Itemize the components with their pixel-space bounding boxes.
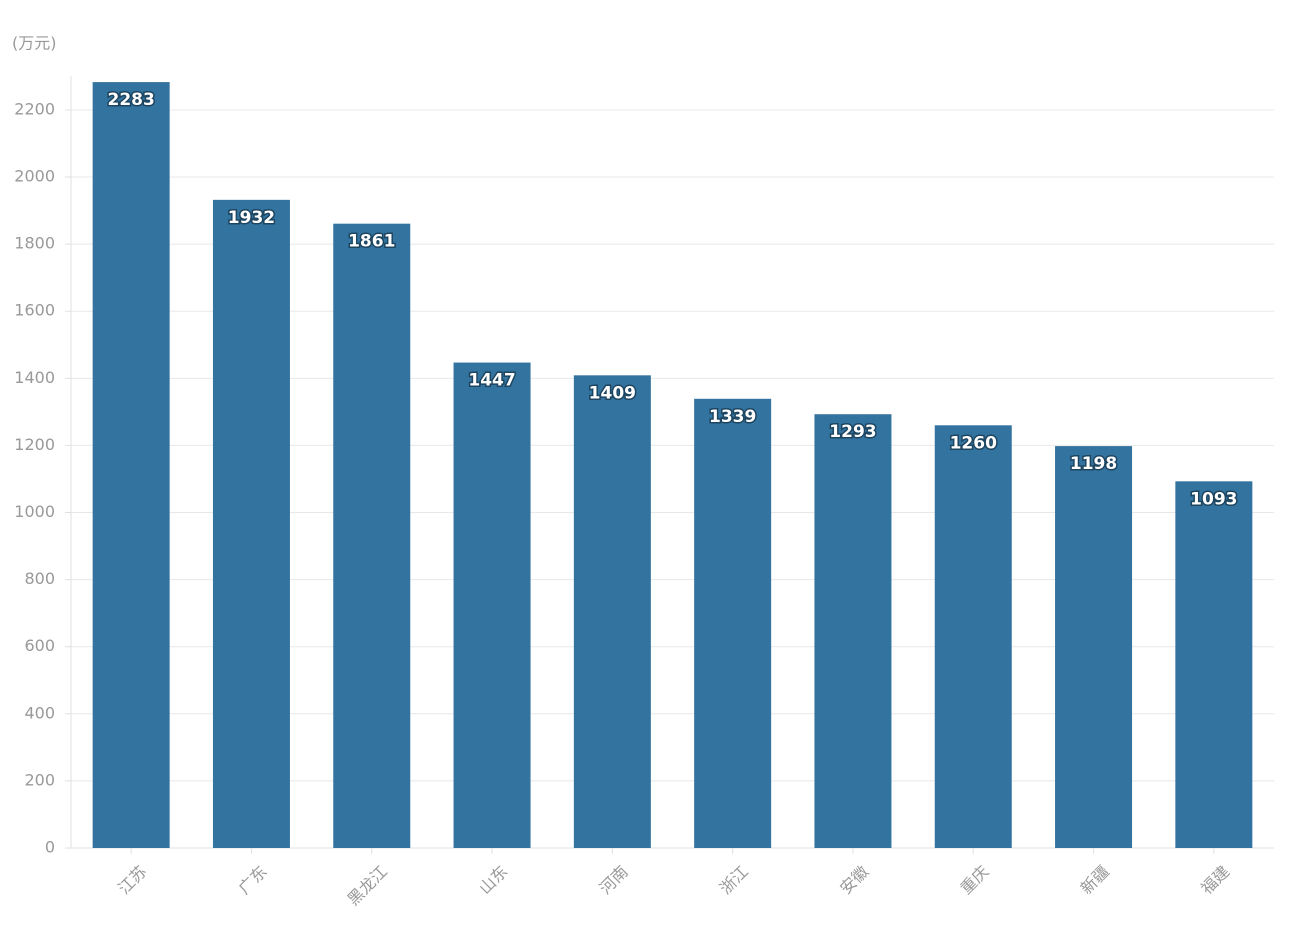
y-tick-label: 400 <box>24 703 55 722</box>
y-axis-label: (万元) <box>12 34 57 53</box>
x-tick-label: 广东 <box>235 862 271 898</box>
y-tick-label: 1200 <box>14 435 55 454</box>
value-label: 1447 <box>468 371 515 391</box>
y-tick-label: 1800 <box>14 234 55 253</box>
x-tick-label: 山东 <box>475 862 511 898</box>
bar <box>814 414 892 848</box>
value-label: 1260 <box>950 433 997 453</box>
x-tick-label: 重庆 <box>956 862 992 898</box>
y-tick-label: 2000 <box>14 167 55 186</box>
x-tick-label: 新疆 <box>1077 862 1113 898</box>
x-tick-label: 安徽 <box>836 862 872 898</box>
bar <box>934 425 1012 848</box>
value-label: 1093 <box>1190 489 1237 509</box>
value-label: 1861 <box>348 232 395 252</box>
y-tick-label: 1000 <box>14 502 55 521</box>
bar <box>1055 446 1133 848</box>
bar <box>1175 481 1253 848</box>
value-label: 1339 <box>709 407 756 427</box>
bar <box>694 398 772 848</box>
bar <box>92 82 170 848</box>
y-tick-label: 0 <box>45 838 55 857</box>
value-label: 1293 <box>829 422 876 442</box>
value-label: 2283 <box>107 90 154 110</box>
value-label: 1198 <box>1070 454 1117 474</box>
y-tick-label: 200 <box>24 770 55 789</box>
x-tick-label: 江苏 <box>114 862 150 898</box>
value-label: 1932 <box>228 208 275 228</box>
y-tick-label: 800 <box>24 569 55 588</box>
bar <box>573 375 651 848</box>
y-tick-label: 2200 <box>14 99 55 118</box>
x-tick-label: 浙江 <box>716 862 752 898</box>
bar <box>212 199 290 848</box>
x-tick-label: 黑龙江 <box>344 862 391 909</box>
value-label: 1409 <box>589 383 636 403</box>
y-tick-label: 1400 <box>14 368 55 387</box>
bar <box>333 223 411 849</box>
bar <box>453 362 531 848</box>
x-tick-label: 福建 <box>1197 862 1233 898</box>
x-tick-label: 河南 <box>596 862 632 898</box>
y-tick-label: 600 <box>24 636 55 655</box>
y-tick-label: 1600 <box>14 301 55 320</box>
